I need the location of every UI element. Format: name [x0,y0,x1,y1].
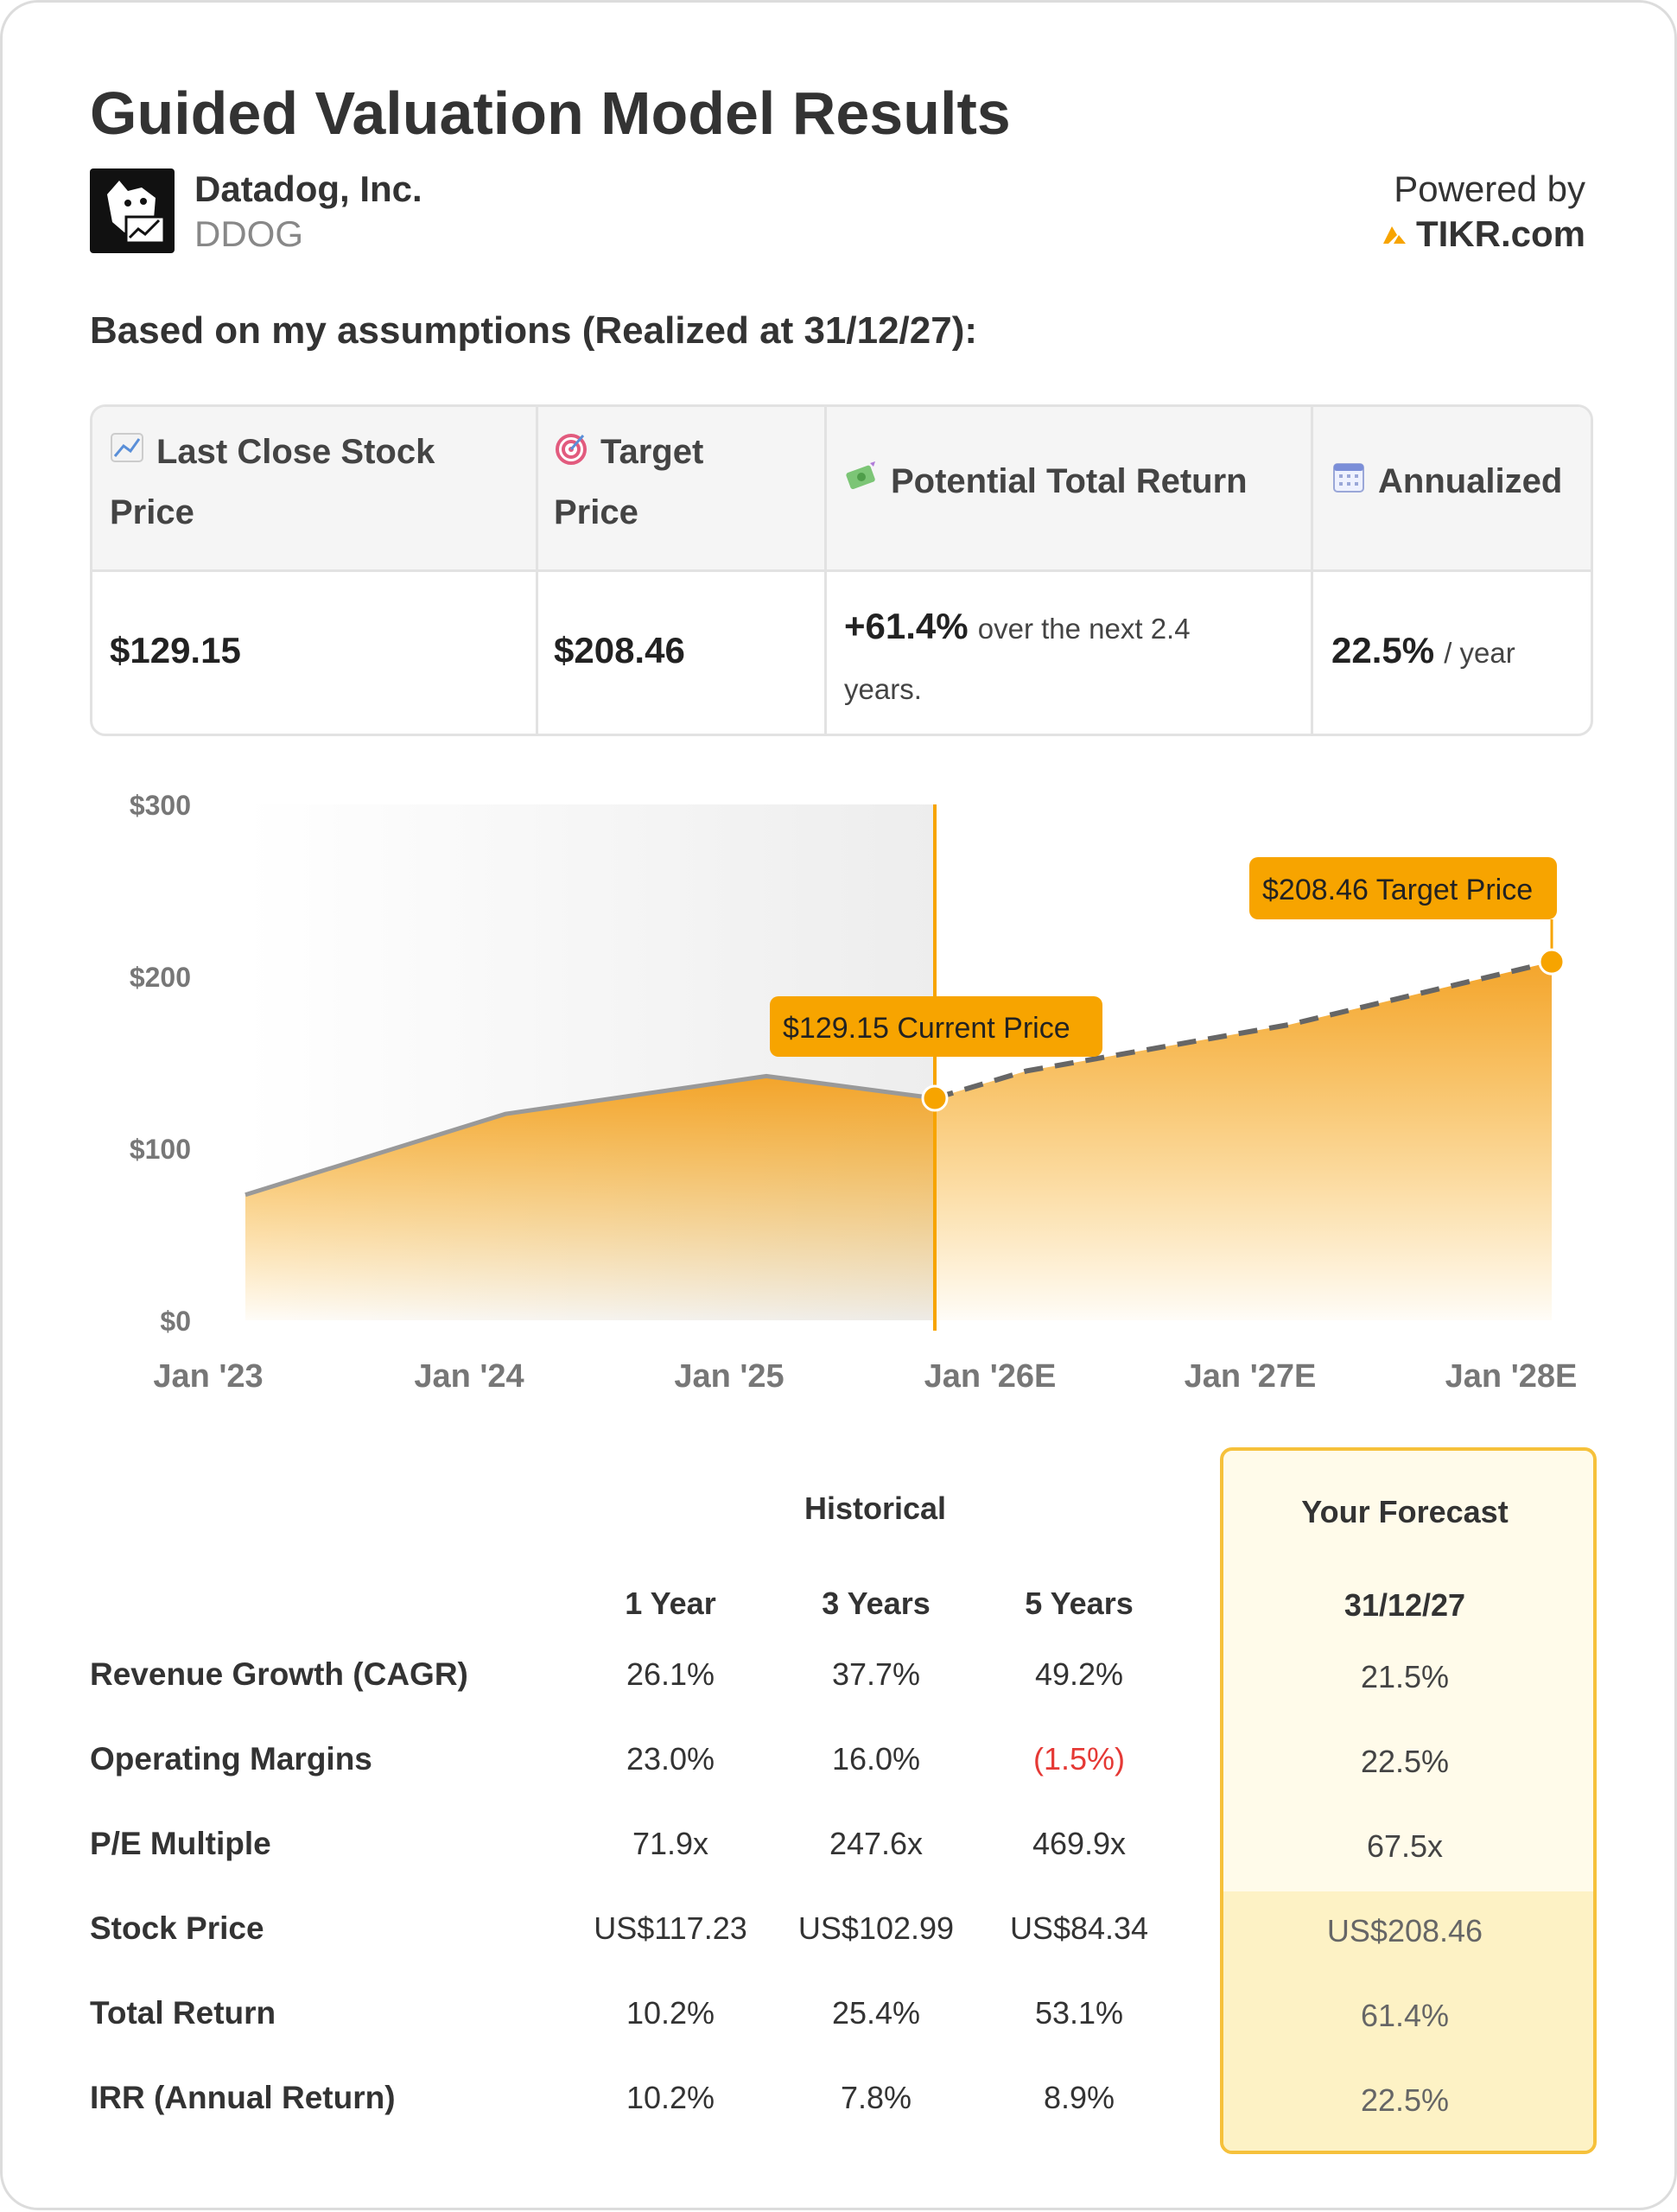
forecast-cell: 67.5x [1366,1828,1444,1864]
total-return-amount: +61.4% [844,606,969,646]
annualized-amount: 22.5% [1331,630,1435,671]
y-tick-label: $200 [130,962,191,993]
table-cell: (1.5%) [1032,1741,1126,1777]
x-tick-label: Jan '24 [414,1358,524,1395]
summary-table: Last Close Stock Price Target Price Pote… [90,404,1593,736]
target-value: $208.46 [554,630,685,671]
table-cell: US$117.23 [594,1910,747,1946]
table-cell: 25.4% [831,1995,921,2031]
header-total-return-label: Potential Total Return [891,462,1248,500]
tikr-logo-icon [1382,226,1406,244]
x-tick-label: Jan '28E [1445,1358,1578,1395]
header-last-close-line2: Price [110,493,194,532]
header-total-return: Potential Total Return [844,452,1302,512]
current-price-callout: $129.15 Current Price [770,996,1102,1057]
header-target: Target Price [554,423,813,542]
forecast-results-band [1223,1891,1593,2151]
assumptions-heading: Based on my assumptions (Realized at 31/… [90,309,978,352]
annualized-suffix: / year [1444,637,1515,669]
table-cell: 26.1% [626,1656,715,1692]
chart-icon [110,424,144,483]
total-return-value: +61.4% over the next 2.4 years. [844,597,1293,719]
forecast-cell: 61.4% [1360,1998,1450,2033]
x-tick-label: Jan '25 [674,1358,784,1395]
table-cell: 71.9x [632,1826,709,1861]
price-chart: $300 $200 $100 $0 Jan '23 Jan '24 Jan '25 Jan … [130,790,1578,1395]
forecast-cell: 22.5% [1360,1744,1450,1779]
x-tick-label: Jan '26E [924,1358,1057,1395]
calendar-icon [1331,454,1366,512]
row-label: IRR (Annual Return) [90,2080,396,2115]
header-annualized-label: Annualized [1378,462,1563,500]
table-cell: 7.8% [840,2080,912,2115]
forecast-date: 31/12/27 [1344,1587,1466,1623]
table-cell: 53.1% [1034,1995,1124,2031]
current-price-point[interactable] [921,1084,949,1112]
column-3-years: 3 Years [822,1586,931,1621]
table-cell: US$102.99 [797,1910,955,1946]
forecast-column [1220,1447,1597,2154]
row-label: Operating Margins [90,1741,372,1777]
table-cell: 8.9% [1043,2080,1115,2115]
ticker-symbol: DDOG [194,213,303,254]
historical-price-line [245,1073,936,1198]
tikr-brand-text: TIKR.com [1415,213,1585,254]
column-divider [536,407,538,734]
header-last-close-line1: Last Close Stock [156,433,435,471]
row-label: Stock Price [90,1910,264,1946]
historical-area [245,1076,935,1320]
table-cell: 37.7% [831,1656,921,1692]
forecast-cell: US$208.46 [1326,1913,1483,1948]
x-tick-label: Jan '27E [1185,1358,1317,1395]
header-target-line2: Price [554,493,638,532]
last-close-amount: $129.15 [110,630,241,671]
annualized-value: 22.5% / year [1331,630,1515,671]
total-return-suffix-2: years. [844,673,922,705]
forecast-cell: 22.5% [1360,2082,1450,2118]
target-price-point[interactable] [1538,948,1566,976]
target-price-label: $208.46 Target Price [1262,874,1533,906]
forecast-price-line [934,959,1553,1101]
company-name: Datadog, Inc. [194,168,422,209]
table-cell: 469.9x [1032,1826,1127,1861]
column-divider [1311,407,1313,734]
table-cell: US$84.34 [1009,1910,1149,1946]
table-cell: 10.2% [626,1995,715,2031]
table-cell: 247.6x [829,1826,924,1861]
target-icon [554,424,588,483]
row-label: Revenue Growth (CAGR) [90,1656,468,1692]
money-icon [844,454,879,512]
column-1-year: 1 Year [625,1586,716,1621]
x-tick-label: Jan '23 [153,1358,263,1395]
metrics-table: Historical Your Forecast 1 Year 3 Years … [3,1437,1677,2163]
page-title: Guided Valuation Model Results [90,79,1011,147]
table-cell: 16.0% [831,1741,921,1777]
table-cell: 23.0% [626,1741,715,1777]
forecast-header: Your Forecast [1301,1494,1509,1529]
powered-by-label: Powered by [1394,168,1585,209]
tikr-brand-link[interactable]: TIKR.com [1382,213,1585,255]
y-tick-label: $0 [160,1306,191,1337]
y-tick-label: $100 [130,1134,191,1165]
forecast-cell: 21.5% [1360,1659,1450,1694]
column-divider [824,407,827,734]
total-return-suffix: over the next 2.4 [977,613,1191,645]
header-target-line1: Target [600,433,704,471]
y-tick-label: $300 [130,790,191,821]
row-label: Total Return [90,1995,276,2031]
target-amount: $208.46 [554,630,685,671]
row-label: P/E Multiple [90,1826,271,1861]
table-cell: 49.2% [1034,1656,1124,1692]
current-price-label: $129.15 Current Price [783,1012,1070,1045]
last-close-value: $129.15 [110,630,241,671]
header-annualized: Annualized [1331,452,1591,512]
table-cell: 10.2% [626,2080,715,2115]
forecast-area [935,962,1552,1320]
header-last-close: Last Close Stock Price [110,423,524,542]
historical-header: Historical [804,1491,947,1526]
target-price-callout: $208.46 Target Price [1249,857,1557,919]
datadog-logo-icon [90,168,175,253]
column-5-years: 5 Years [1025,1586,1134,1621]
